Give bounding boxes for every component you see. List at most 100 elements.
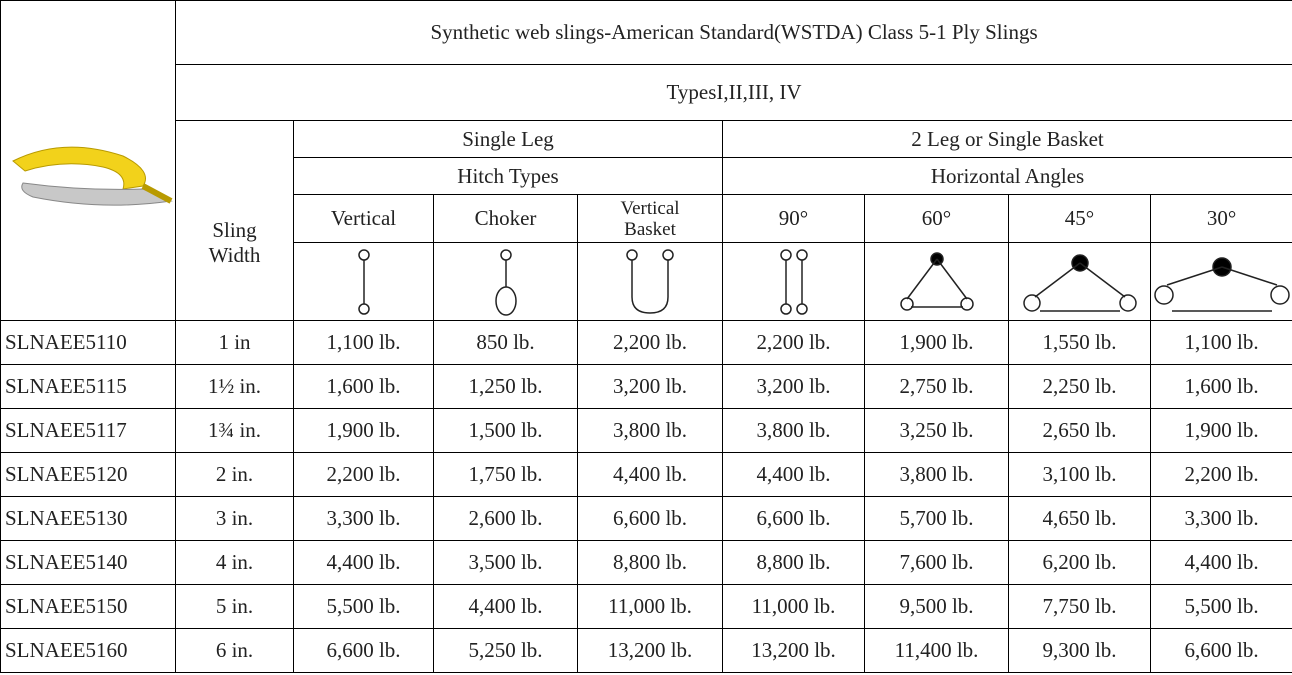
capacity: 1,100 lb. bbox=[294, 321, 434, 365]
hitch-icon bbox=[578, 243, 723, 321]
product-code: SLNAEE5130 bbox=[1, 497, 176, 541]
capacity: 2,200 lb. bbox=[723, 321, 865, 365]
capacity: 3,800 lb. bbox=[723, 409, 865, 453]
product-code: SLNAEE5160 bbox=[1, 629, 176, 673]
capacity: 7,750 lb. bbox=[1009, 585, 1151, 629]
capacity: 5,250 lb. bbox=[434, 629, 578, 673]
capacity: 13,200 lb. bbox=[723, 629, 865, 673]
capacity: 6,600 lb. bbox=[723, 497, 865, 541]
title: Synthetic web slings-American Standard(W… bbox=[176, 1, 1292, 65]
capacity: 3,500 lb. bbox=[434, 541, 578, 585]
sling-width: 4 in. bbox=[176, 541, 294, 585]
capacity: 1,600 lb. bbox=[294, 365, 434, 409]
capacity: 13,200 lb. bbox=[578, 629, 723, 673]
capacity: 8,800 lb. bbox=[723, 541, 865, 585]
sling-width: 6 in. bbox=[176, 629, 294, 673]
capacity: 1,900 lb. bbox=[1151, 409, 1292, 453]
capacity: 4,400 lb. bbox=[434, 585, 578, 629]
product-code: SLNAEE5140 bbox=[1, 541, 176, 585]
hitch-icon bbox=[1009, 243, 1151, 321]
capacity: 9,300 lb. bbox=[1009, 629, 1151, 673]
capacity: 2,200 lb. bbox=[578, 321, 723, 365]
product-image-cell bbox=[1, 1, 176, 321]
capacity: 11,000 lb. bbox=[723, 585, 865, 629]
capacity: 3,250 lb. bbox=[865, 409, 1009, 453]
label: Width bbox=[209, 243, 261, 267]
sling-table: Synthetic web slings-American Standard(W… bbox=[0, 0, 1292, 673]
capacity: 5,500 lb. bbox=[294, 585, 434, 629]
product-code: SLNAEE5150 bbox=[1, 585, 176, 629]
group-header: Single Leg bbox=[294, 121, 723, 158]
hitch-icon bbox=[723, 243, 865, 321]
capacity: 1,900 lb. bbox=[294, 409, 434, 453]
capacity: 4,400 lb. bbox=[578, 453, 723, 497]
capacity: 5,500 lb. bbox=[1151, 585, 1292, 629]
label: Sling bbox=[212, 218, 256, 242]
product-code: SLNAEE5120 bbox=[1, 453, 176, 497]
capacity: 6,600 lb. bbox=[1151, 629, 1292, 673]
capacity: 1,250 lb. bbox=[434, 365, 578, 409]
capacity: 4,400 lb. bbox=[1151, 541, 1292, 585]
capacity: 2,600 lb. bbox=[434, 497, 578, 541]
column-header: Vertical bbox=[294, 195, 434, 243]
capacity: 6,600 lb. bbox=[578, 497, 723, 541]
sling-width: 5 in. bbox=[176, 585, 294, 629]
capacity: 1,100 lb. bbox=[1151, 321, 1292, 365]
column-header: Choker bbox=[434, 195, 578, 243]
column-header: 60° bbox=[865, 195, 1009, 243]
capacity: 6,200 lb. bbox=[1009, 541, 1151, 585]
capacity: 1,550 lb. bbox=[1009, 321, 1151, 365]
capacity: 3,200 lb. bbox=[578, 365, 723, 409]
capacity: 3,800 lb. bbox=[865, 453, 1009, 497]
capacity: 2,250 lb. bbox=[1009, 365, 1151, 409]
capacity: 1,600 lb. bbox=[1151, 365, 1292, 409]
capacity: 8,800 lb. bbox=[578, 541, 723, 585]
sling-width: 1 in bbox=[176, 321, 294, 365]
sling-image bbox=[3, 131, 173, 211]
group-subheader: Hitch Types bbox=[294, 158, 723, 195]
capacity: 4,650 lb. bbox=[1009, 497, 1151, 541]
capacity: 2,750 lb. bbox=[865, 365, 1009, 409]
hitch-icon bbox=[294, 243, 434, 321]
hitch-icon bbox=[434, 243, 578, 321]
capacity: 9,500 lb. bbox=[865, 585, 1009, 629]
column-header: 90° bbox=[723, 195, 865, 243]
capacity: 2,200 lb. bbox=[294, 453, 434, 497]
capacity: 1,900 lb. bbox=[865, 321, 1009, 365]
capacity: 3,300 lb. bbox=[1151, 497, 1292, 541]
capacity: 5,700 lb. bbox=[865, 497, 1009, 541]
capacity: 850 lb. bbox=[434, 321, 578, 365]
capacity: 6,600 lb. bbox=[294, 629, 434, 673]
subtitle: TypesI,II,III, IV bbox=[176, 65, 1292, 121]
hitch-icon bbox=[1151, 243, 1292, 321]
product-code: SLNAEE5110 bbox=[1, 321, 176, 365]
capacity: 3,300 lb. bbox=[294, 497, 434, 541]
column-header: 30° bbox=[1151, 195, 1292, 243]
capacity: 4,400 lb. bbox=[294, 541, 434, 585]
capacity: 2,650 lb. bbox=[1009, 409, 1151, 453]
product-code: SLNAEE5115 bbox=[1, 365, 176, 409]
capacity: 3,200 lb. bbox=[723, 365, 865, 409]
group-subheader: Horizontal Angles bbox=[723, 158, 1292, 195]
column-header: 45° bbox=[1009, 195, 1151, 243]
capacity: 3,100 lb. bbox=[1009, 453, 1151, 497]
hitch-icon bbox=[865, 243, 1009, 321]
sling-width: 1½ in. bbox=[176, 365, 294, 409]
capacity: 7,600 lb. bbox=[865, 541, 1009, 585]
capacity: 11,400 lb. bbox=[865, 629, 1009, 673]
group-header: 2 Leg or Single Basket bbox=[723, 121, 1292, 158]
capacity: 2,200 lb. bbox=[1151, 453, 1292, 497]
sling-width: 3 in. bbox=[176, 497, 294, 541]
product-code: SLNAEE5117 bbox=[1, 409, 176, 453]
sling-width: 1¾ in. bbox=[176, 409, 294, 453]
capacity: 1,500 lb. bbox=[434, 409, 578, 453]
sling-width: 2 in. bbox=[176, 453, 294, 497]
